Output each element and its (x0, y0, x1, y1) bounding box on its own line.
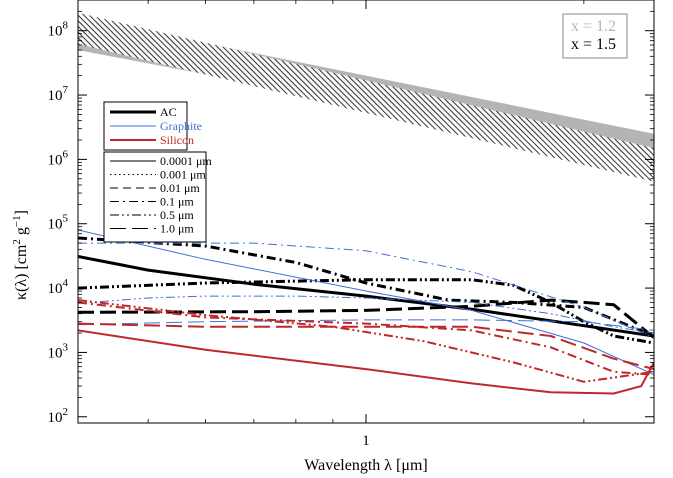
series-line-graphite-5 (78, 229, 654, 376)
series-line-graphite-7 (78, 242, 654, 339)
legend-x-values: x = 1.2x = 1.5 (562, 13, 628, 59)
legend-x-box (562, 13, 628, 59)
legend-material-label: Graphite (160, 119, 202, 133)
legend-x-label: x = 1.2 (571, 18, 616, 35)
series-line-ac-3 (78, 236, 654, 338)
legend-x-label: x = 1.5 (571, 36, 616, 53)
x-tick-label: 1 (362, 433, 370, 449)
legend-size-label: 0.0001 μm (160, 154, 212, 168)
legend-material-label: AC (160, 105, 177, 119)
series-line-silicon-12 (78, 322, 654, 371)
series-line-silicon-10 (78, 299, 654, 383)
legend-size-box (103, 151, 207, 243)
legend-size: 0.0001 μm0.001 μm0.01 μm0.1 μm0.5 μm1.0 … (103, 151, 212, 243)
y-tick-label: 107 (48, 84, 69, 104)
y-tick-label: 102 (48, 406, 69, 426)
series-line-silicon-11 (78, 301, 654, 376)
y-tick-label: 108 (48, 20, 69, 40)
series-line-graphite-8 (78, 319, 654, 331)
y-tick-label: 104 (48, 277, 69, 297)
legend-size-label: 1.0 μm (160, 222, 194, 236)
bands-layer (78, 12, 654, 182)
y-tick-label: 105 (48, 213, 69, 233)
legend-size-label: 0.5 μm (160, 208, 194, 222)
y-tick-label: 103 (48, 341, 69, 361)
series-line-ac-1 (78, 255, 654, 338)
y-tick-label: 106 (48, 148, 69, 168)
series-line-graphite-6 (78, 295, 654, 334)
series-line-ac-4 (78, 298, 654, 339)
series-line-silicon-9 (78, 329, 654, 395)
axes-layer: 102 103 104 105 106 107 108 1 (48, 0, 654, 449)
legend-material-label: Silicon (160, 133, 194, 147)
legend-size-label: 0.1 μm (160, 195, 194, 209)
band-2 (78, 12, 654, 182)
x-axis-label: Wavelength λ [μm] (304, 457, 427, 474)
legend-size-label: 0.001 μm (160, 168, 206, 182)
y-axis-label: κ(λ) [cm2 g−1] (11, 210, 30, 300)
series-layer (78, 229, 654, 395)
legend-size-label: 0.01 μm (160, 181, 200, 195)
